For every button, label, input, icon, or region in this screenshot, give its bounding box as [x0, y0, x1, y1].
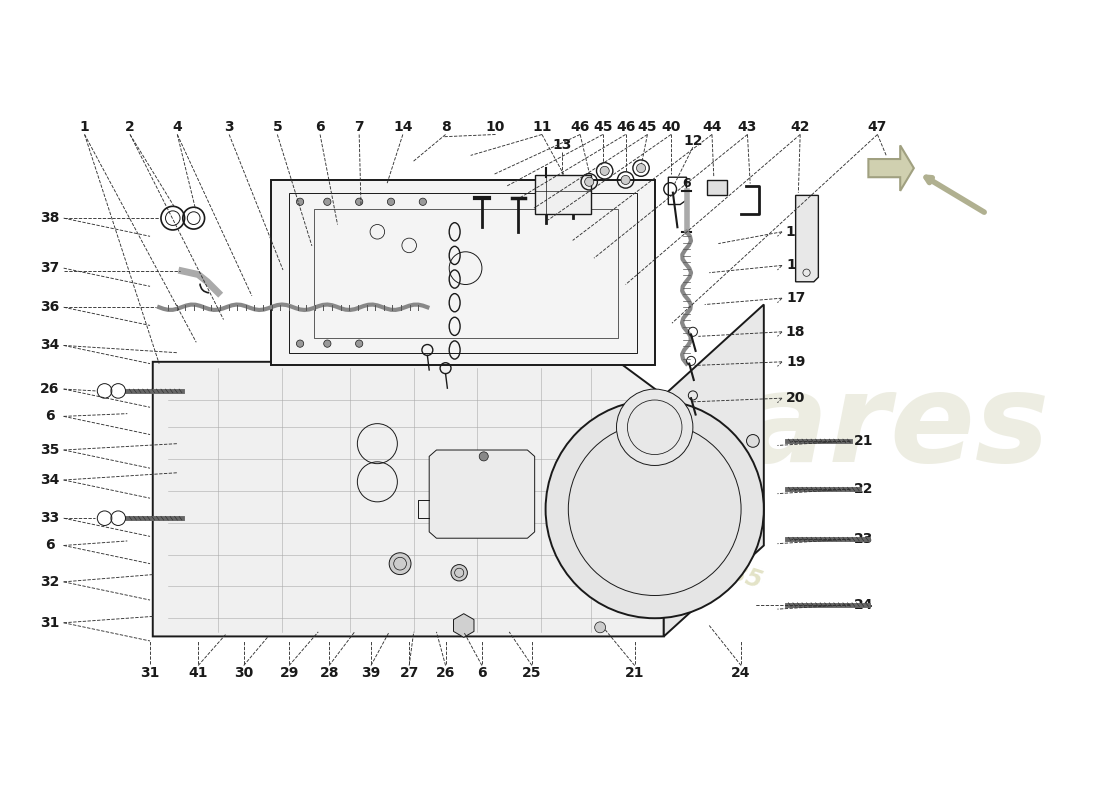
Text: 14: 14 [393, 120, 412, 134]
Circle shape [389, 553, 411, 574]
Polygon shape [453, 614, 474, 638]
Polygon shape [795, 195, 818, 282]
Text: 28: 28 [319, 666, 339, 680]
Text: 45: 45 [593, 120, 613, 134]
Circle shape [616, 389, 693, 466]
Text: 10: 10 [486, 120, 505, 134]
Text: 35: 35 [41, 443, 59, 457]
Text: 15: 15 [785, 225, 805, 238]
Text: 21: 21 [625, 666, 645, 680]
Circle shape [387, 198, 395, 206]
Text: 19: 19 [785, 355, 805, 369]
Circle shape [585, 178, 594, 186]
Text: 31: 31 [141, 666, 160, 680]
Text: 34: 34 [41, 338, 59, 353]
Circle shape [747, 434, 759, 447]
Text: 38: 38 [41, 211, 59, 225]
Text: 11: 11 [532, 120, 552, 134]
Text: 5: 5 [273, 120, 283, 134]
Text: 26: 26 [41, 382, 59, 396]
Text: 46: 46 [571, 120, 590, 134]
Text: 31: 31 [41, 616, 59, 630]
Text: 42: 42 [791, 120, 810, 134]
Circle shape [621, 175, 630, 185]
Polygon shape [868, 146, 914, 191]
Text: 29: 29 [279, 666, 299, 680]
Circle shape [323, 340, 331, 347]
Text: 20: 20 [785, 391, 805, 405]
Text: 24: 24 [854, 598, 873, 611]
Circle shape [546, 400, 763, 618]
Text: 37: 37 [41, 261, 59, 275]
Circle shape [323, 198, 331, 206]
Text: 32: 32 [41, 575, 59, 589]
Text: 12: 12 [683, 134, 703, 148]
Text: 6: 6 [45, 538, 55, 553]
Text: 25: 25 [522, 666, 541, 680]
Text: 21: 21 [854, 434, 873, 448]
Text: a passion for online since 1985: a passion for online since 1985 [363, 442, 764, 594]
Text: 39: 39 [362, 666, 381, 680]
Circle shape [480, 452, 488, 461]
Circle shape [595, 622, 606, 633]
Text: 8: 8 [441, 120, 450, 134]
Text: 6: 6 [477, 666, 486, 680]
Text: eurospares: eurospares [260, 366, 1049, 488]
Circle shape [355, 198, 363, 206]
Circle shape [355, 340, 363, 347]
Text: 34: 34 [41, 473, 59, 487]
Polygon shape [429, 450, 535, 538]
Circle shape [601, 166, 609, 175]
Text: 46: 46 [616, 120, 636, 134]
Text: 40: 40 [661, 120, 681, 134]
Circle shape [637, 163, 646, 173]
Text: 44: 44 [702, 120, 722, 134]
Text: 22: 22 [854, 482, 873, 496]
Text: 47: 47 [868, 120, 888, 134]
Text: 26: 26 [436, 666, 455, 680]
Circle shape [296, 340, 304, 347]
Text: 23: 23 [854, 532, 873, 546]
Circle shape [296, 198, 304, 206]
Text: 13: 13 [552, 138, 572, 152]
Text: 3: 3 [224, 120, 234, 134]
Text: 18: 18 [785, 325, 805, 339]
Text: 24: 24 [732, 666, 751, 680]
Text: 7: 7 [354, 120, 364, 134]
Text: 1: 1 [79, 120, 89, 134]
Text: 16: 16 [785, 258, 805, 273]
Text: 36: 36 [41, 300, 59, 314]
Text: 41: 41 [188, 666, 208, 680]
Text: 33: 33 [41, 511, 59, 526]
Text: 45: 45 [638, 120, 657, 134]
Circle shape [419, 198, 427, 206]
Text: 43: 43 [738, 120, 757, 134]
Text: 6: 6 [316, 120, 324, 134]
Text: 30: 30 [234, 666, 253, 680]
Text: 17: 17 [785, 291, 805, 305]
Polygon shape [271, 180, 654, 366]
Text: 6: 6 [45, 410, 55, 423]
Text: 6: 6 [682, 177, 691, 190]
Text: 27: 27 [399, 666, 419, 680]
Polygon shape [663, 305, 763, 637]
Polygon shape [153, 362, 663, 637]
Text: 2: 2 [125, 120, 135, 134]
Bar [535, 175, 591, 214]
Polygon shape [707, 180, 727, 195]
Text: 4: 4 [173, 120, 183, 134]
Circle shape [451, 565, 468, 581]
